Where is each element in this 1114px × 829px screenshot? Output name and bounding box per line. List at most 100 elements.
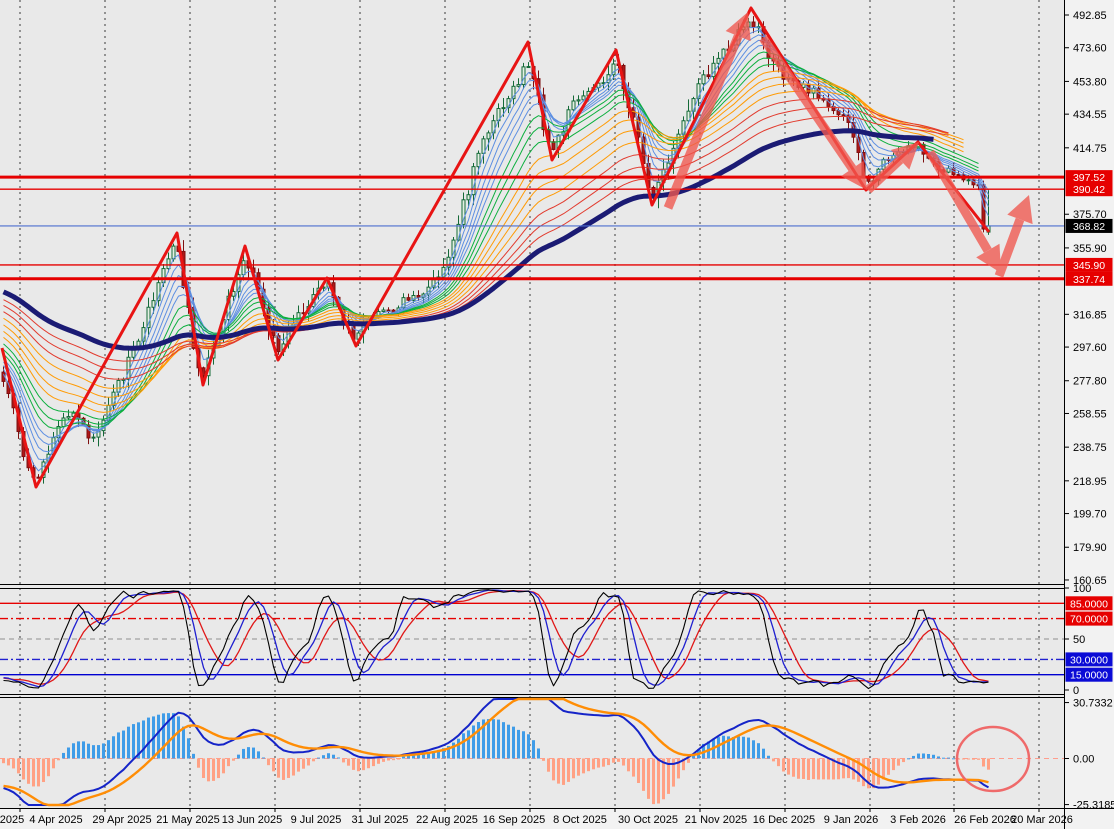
momentum-histogram-bar xyxy=(892,758,895,771)
momentum-tick-label: -25.3185 xyxy=(1073,800,1114,812)
momentum-histogram-bar xyxy=(312,758,315,762)
momentum-histogram-bar xyxy=(392,758,395,761)
price-tick-label: 434.55 xyxy=(1073,109,1107,121)
candle-body xyxy=(171,245,176,260)
candle-body xyxy=(581,95,586,101)
candle-body xyxy=(846,114,851,123)
momentum-histogram-bar xyxy=(957,758,960,760)
momentum-histogram-bar xyxy=(102,743,105,759)
momentum-histogram-bar xyxy=(547,758,550,772)
axis-price-tag xyxy=(1065,611,1113,626)
momentum-histogram-bar xyxy=(577,758,580,776)
price-tick-label: 179.90 xyxy=(1073,542,1107,554)
axis-price-tag xyxy=(1065,182,1113,197)
ma-line xyxy=(3,34,989,453)
momentum-histogram-bar xyxy=(887,758,890,775)
candle-body xyxy=(416,294,421,298)
candle-body xyxy=(521,66,526,86)
momentum-histogram-bar xyxy=(857,758,860,782)
momentum-histogram-bar xyxy=(657,758,660,804)
ma-line xyxy=(3,70,964,413)
momentum-histogram-bar xyxy=(207,758,210,782)
momentum-histogram-bar xyxy=(92,745,95,759)
trend-arrow-shaft xyxy=(926,149,992,253)
momentum-histogram-bar xyxy=(212,758,215,781)
candle-body xyxy=(721,48,726,59)
oscillator-tick-label: 50 xyxy=(1073,634,1085,646)
momentum-histogram-bar xyxy=(57,758,60,761)
momentum-histogram-bar xyxy=(987,758,990,770)
momentum-histogram-bar xyxy=(377,758,380,764)
momentum-histogram-bar xyxy=(912,755,915,759)
momentum-histogram-bar xyxy=(807,758,810,780)
price-tick-label: 453.80 xyxy=(1073,76,1107,88)
momentum-histogram-bar xyxy=(257,751,260,759)
momentum-histogram-bar xyxy=(922,753,925,759)
momentum-histogram-bar xyxy=(842,758,845,779)
momentum-histogram-bar xyxy=(477,722,480,759)
momentum-histogram-bar xyxy=(942,757,945,759)
momentum-histogram-bar xyxy=(752,740,755,759)
momentum-histogram-bar xyxy=(247,747,250,759)
momentum-histogram-bar xyxy=(352,758,355,770)
momentum-histogram-bar xyxy=(877,758,880,785)
momentum-histogram-bar xyxy=(717,737,720,759)
price-tick-label: 492.85 xyxy=(1073,10,1107,22)
momentum-histogram-bar xyxy=(382,758,385,762)
momentum-histogram-bar xyxy=(37,758,40,787)
ma-line xyxy=(3,39,989,446)
candle-body xyxy=(401,297,406,309)
time-tick-label: 8 Oct 2025 xyxy=(553,814,607,826)
momentum-histogram-bar xyxy=(462,733,465,759)
momentum-histogram-bar xyxy=(77,741,80,759)
momentum-histogram-bar xyxy=(197,758,200,768)
momentum-histogram-bar xyxy=(362,758,365,771)
momentum-histogram-bar xyxy=(242,748,245,759)
candle-body xyxy=(551,141,556,150)
candle-body xyxy=(956,174,961,177)
momentum-histogram-bar xyxy=(292,758,295,776)
time-tick-label: 21 May 2025 xyxy=(156,814,220,826)
momentum-histogram-bar xyxy=(127,726,130,759)
momentum-histogram-bar xyxy=(282,758,285,780)
momentum-histogram-bar xyxy=(907,758,910,760)
time-axis: 2025 4 Apr 2025 29 Apr 2025 21 May 2025 13 J… xyxy=(0,808,1073,826)
momentum-histogram-bar xyxy=(72,743,75,759)
oscillator-signal-line xyxy=(3,589,989,688)
momentum-histogram-bar xyxy=(122,730,125,759)
momentum-histogram-bar xyxy=(422,753,425,759)
time-tick-label: 21 Nov 2025 xyxy=(685,814,747,826)
momentum-histogram-bar xyxy=(647,758,650,799)
momentum-histogram-bar xyxy=(722,735,725,759)
momentum-histogram-bar xyxy=(407,755,410,759)
time-tick-label: 30 Oct 2025 xyxy=(618,814,678,826)
time-tick-label: 9 Jul 2025 xyxy=(291,814,342,826)
momentum-histogram-bar xyxy=(952,758,955,760)
trend-arrow-head xyxy=(976,243,1001,273)
momentum-histogram-bar xyxy=(562,758,565,785)
momentum-histogram-bar xyxy=(967,758,970,760)
momentum-histogram-bar xyxy=(387,758,390,761)
momentum-histogram-bar xyxy=(747,737,750,759)
price-tick-label: 316.85 xyxy=(1073,309,1107,321)
momentum-histogram-bar xyxy=(762,748,765,759)
momentum-histogram-bar xyxy=(947,757,950,759)
momentum-histogram-bar xyxy=(787,758,790,775)
momentum-histogram-bar xyxy=(117,732,120,759)
momentum-histogram-bar xyxy=(252,747,255,759)
trend-arrow-head xyxy=(841,160,867,190)
momentum-histogram-bar xyxy=(367,758,370,769)
candle-body xyxy=(751,21,756,29)
momentum-slow-line xyxy=(3,697,989,807)
time-tick-label: 31 Jul 2025 xyxy=(352,814,409,826)
candle-body xyxy=(461,199,466,225)
price-tick-label: 355.90 xyxy=(1073,243,1107,255)
candle-body xyxy=(841,114,846,117)
momentum-histogram-bar xyxy=(802,758,805,779)
candle-body xyxy=(516,84,521,87)
momentum-histogram-bar xyxy=(672,758,675,787)
momentum-histogram-bar xyxy=(417,754,420,759)
momentum-histogram-bar xyxy=(467,730,470,759)
